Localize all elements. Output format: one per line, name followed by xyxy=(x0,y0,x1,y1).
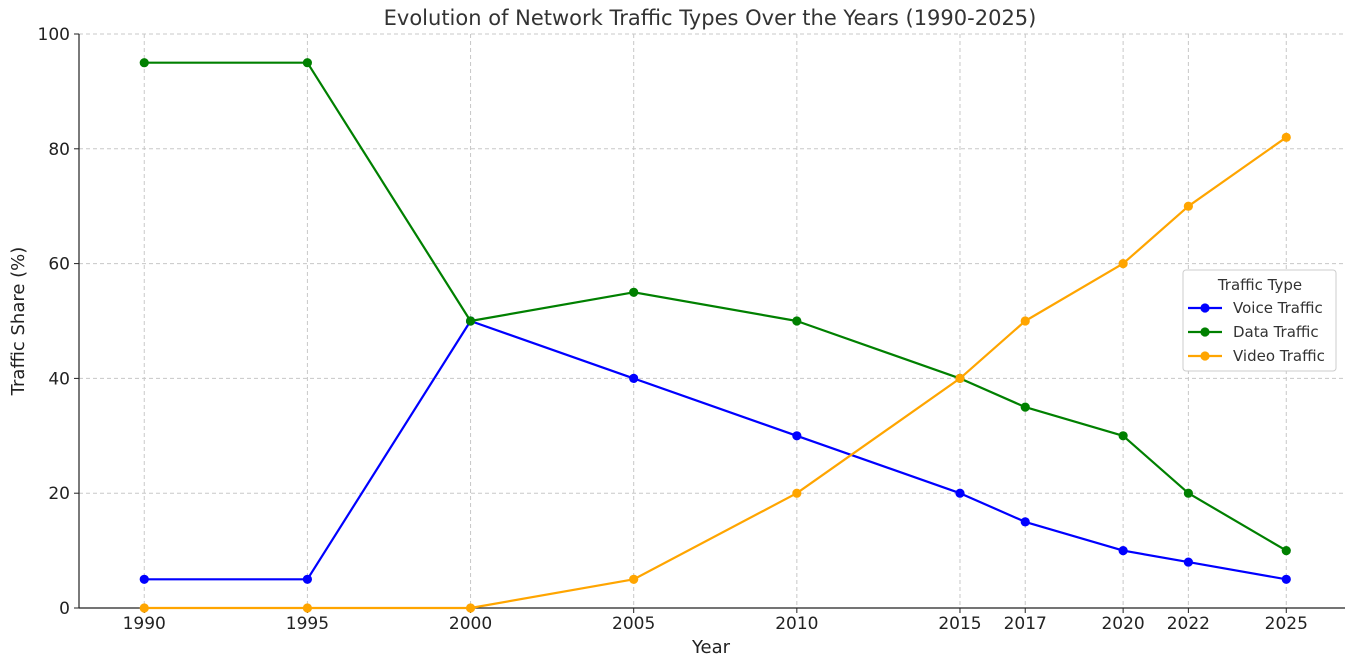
data-point-video-traffic xyxy=(1020,316,1030,326)
x-tick-label: 2022 xyxy=(1167,614,1210,634)
data-point-voice-traffic xyxy=(1281,574,1291,584)
series-line-data-traffic xyxy=(144,61,1287,552)
data-point-voice-traffic xyxy=(955,488,965,498)
data-point-data-traffic xyxy=(465,316,476,326)
axes xyxy=(74,33,1345,613)
y-axis-label: Traffic Share (%) xyxy=(8,247,29,397)
data-point-video-traffic xyxy=(792,488,802,498)
tick-labels: 0 20 40 60 80 100 1990 1995 2000 2005 2010 2015 2017… xyxy=(38,25,1308,634)
data-point-video-traffic xyxy=(629,574,639,584)
data-point-voice-traffic xyxy=(1118,546,1128,556)
data-point-video-traffic xyxy=(1183,201,1193,211)
series-data-traffic xyxy=(139,58,1291,556)
data-point-video-traffic xyxy=(465,603,476,613)
data-point-data-traffic xyxy=(1281,546,1291,556)
legend: Traffic Type Voice Traffic Data Traffic Vi… xyxy=(1182,269,1337,372)
data-point-data-traffic xyxy=(1183,488,1193,498)
x-tick-label: 2017 xyxy=(1004,614,1047,634)
x-tick-label: 2000 xyxy=(449,614,492,634)
y-tick-label: 80 xyxy=(48,140,70,160)
data-point-voice-traffic xyxy=(139,574,149,584)
x-tick-label: 2010 xyxy=(775,614,818,634)
x-tick-label: 2005 xyxy=(612,614,655,634)
x-tick-label: 2020 xyxy=(1101,614,1144,634)
legend-entry-data-traffic: Data Traffic xyxy=(1188,323,1319,341)
data-point-voice-traffic xyxy=(1020,517,1030,527)
y-tick-label: 40 xyxy=(48,369,70,389)
data-point-data-traffic xyxy=(629,287,639,297)
y-tick-label: 0 xyxy=(59,599,70,619)
data-point-data-traffic xyxy=(139,58,149,68)
x-tick-label: 1990 xyxy=(123,614,166,634)
y-tick-label: 20 xyxy=(48,484,70,504)
grid xyxy=(79,33,1345,609)
legend-label-video-traffic: Video Traffic xyxy=(1233,347,1325,365)
data-point-video-traffic xyxy=(1118,259,1128,269)
data-point-voice-traffic xyxy=(792,431,802,441)
legend-entry-video-traffic: Video Traffic xyxy=(1188,347,1325,365)
x-tick-label: 2015 xyxy=(938,614,981,634)
chart-title: Evolution of Network Traffic Types Over … xyxy=(384,6,1037,30)
data-point-data-traffic xyxy=(792,316,802,326)
legend-label-voice-traffic: Voice Traffic xyxy=(1233,299,1323,317)
series-video-traffic xyxy=(139,132,1291,613)
legend-label-data-traffic: Data Traffic xyxy=(1233,323,1319,341)
x-axis-label: Year xyxy=(691,637,731,657)
series xyxy=(139,58,1291,613)
y-tick-label: 60 xyxy=(48,255,70,275)
data-point-video-traffic xyxy=(1281,132,1291,142)
x-tick-label: 2025 xyxy=(1265,614,1308,634)
legend-marker-video-traffic xyxy=(1200,351,1210,361)
data-point-voice-traffic xyxy=(629,373,639,383)
data-point-data-traffic xyxy=(1118,431,1128,441)
series-line-voice-traffic xyxy=(144,319,1287,581)
data-point-video-traffic xyxy=(955,373,965,383)
x-tick-label: 1995 xyxy=(286,614,329,634)
data-point-voice-traffic xyxy=(302,574,313,584)
data-point-video-traffic xyxy=(302,603,313,613)
data-point-voice-traffic xyxy=(1183,557,1193,567)
legend-entry-voice-traffic: Voice Traffic xyxy=(1188,299,1323,317)
y-tick-label: 100 xyxy=(38,25,70,45)
legend-title: Traffic Type xyxy=(1217,276,1302,294)
data-point-video-traffic xyxy=(139,603,149,613)
series-voice-traffic xyxy=(139,316,1291,584)
data-point-data-traffic xyxy=(302,58,313,68)
series-line-video-traffic xyxy=(144,136,1287,610)
legend-box xyxy=(1182,269,1337,372)
legend-marker-data-traffic xyxy=(1200,327,1210,337)
data-point-data-traffic xyxy=(1020,402,1030,412)
legend-marker-voice-traffic xyxy=(1200,303,1210,313)
